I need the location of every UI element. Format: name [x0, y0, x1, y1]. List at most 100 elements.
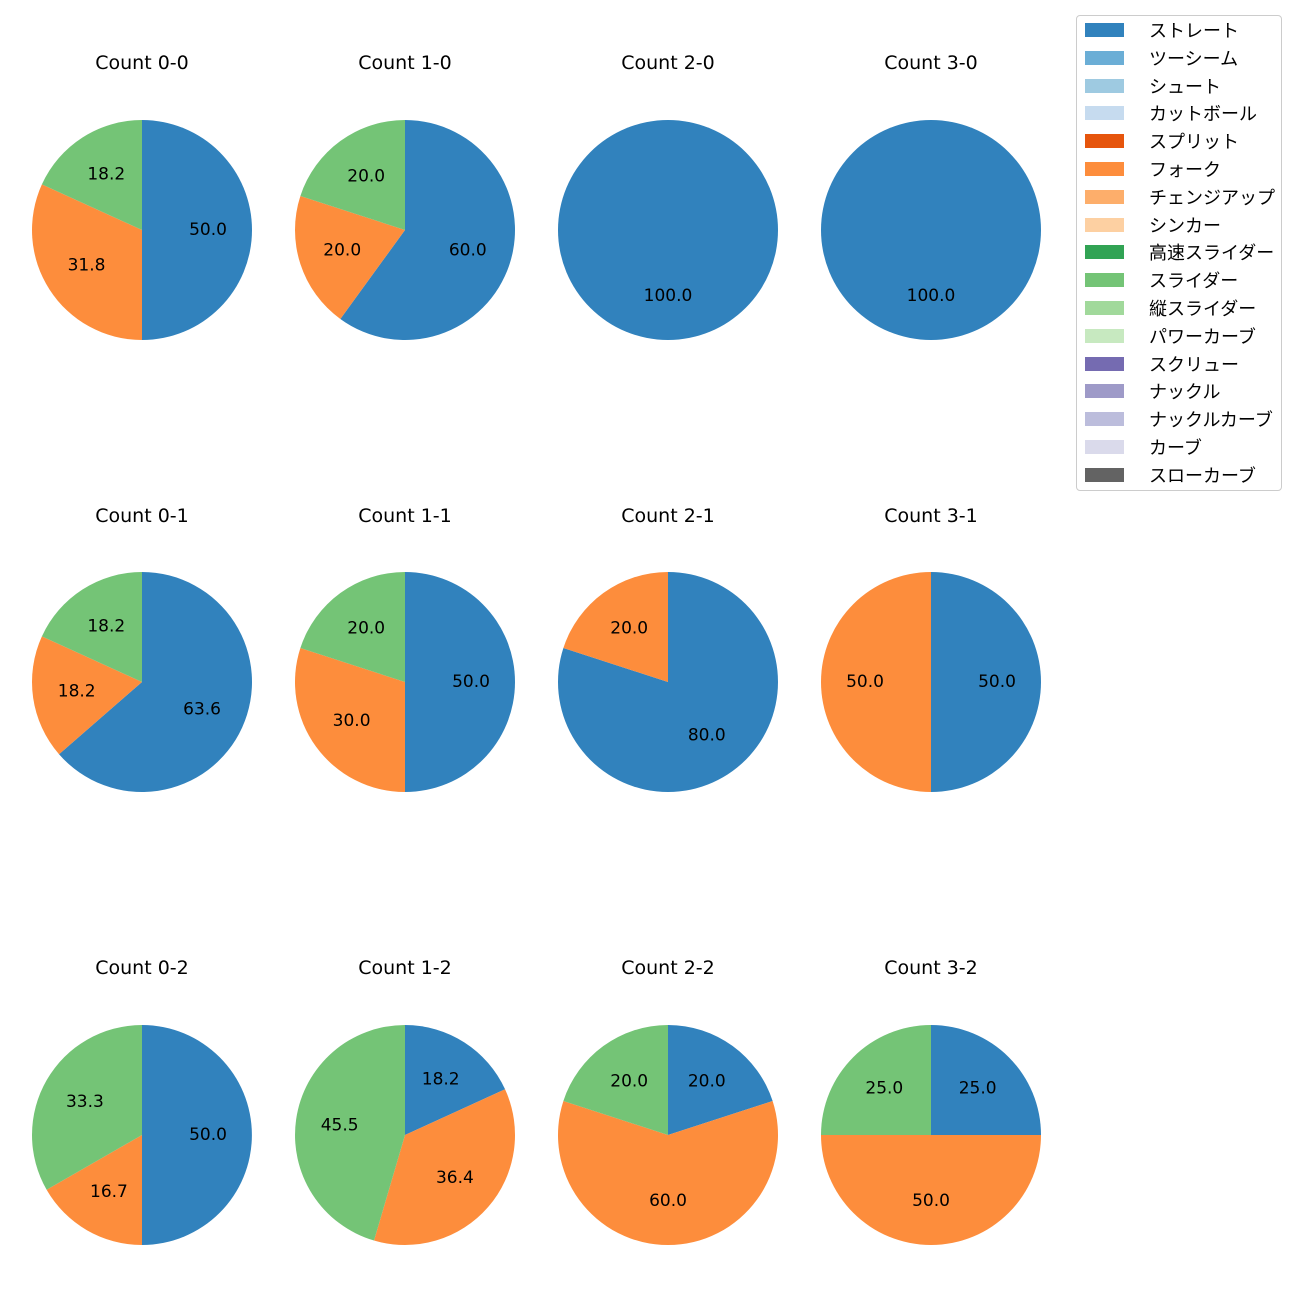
legend-label: ツーシーム [1149, 48, 1239, 70]
legend-swatch [1085, 301, 1124, 315]
legend-item: ナックル [1085, 380, 1221, 404]
panel-title: Count 0-2 [95, 957, 189, 979]
pie-panel: Count 0-1 63.6 18.2 18.2 [32, 505, 253, 793]
slice-label: 100.0 [644, 286, 693, 306]
pie-slice [931, 1025, 1041, 1135]
slice-label: 50.0 [189, 220, 227, 240]
pie-slice [294, 196, 405, 319]
slice-label: 20.0 [610, 1072, 648, 1092]
legend-swatch [1085, 245, 1124, 260]
legend-swatch [1085, 384, 1124, 399]
slice-label: 36.4 [436, 1168, 474, 1188]
slice-label: 50.0 [452, 672, 490, 692]
panel-title: Count 0-0 [95, 52, 189, 74]
slice-label: 20.0 [688, 1072, 726, 1092]
pie-slice [32, 636, 142, 755]
legend-label: シュート [1149, 76, 1221, 98]
legend-item: カーブ [1085, 436, 1202, 459]
pie-slice [41, 572, 142, 682]
panel-title: Count 1-0 [358, 52, 452, 74]
panel-title: Count 2-0 [621, 52, 715, 74]
panel-title: Count 2-2 [621, 957, 715, 979]
pie-panel: Count 3-0 100.0 [821, 52, 1041, 340]
slice-label: 20.0 [347, 619, 385, 639]
pie-slice [295, 1025, 405, 1241]
slice-label: 50.0 [978, 672, 1016, 692]
slice-label: 50.0 [912, 1191, 950, 1211]
legend-swatch [1085, 412, 1124, 427]
pie-panel: Count 3-2 25.0 50.0 25.0 [821, 957, 1041, 1245]
legend-item: ツーシーム [1085, 47, 1239, 70]
legend-item: カットボール [1085, 102, 1257, 126]
legend: ストレート ツーシーム シュート カットボール スプリット フォーク チェンジアップ シンカー… [1076, 15, 1282, 491]
legend-swatch [1085, 50, 1124, 65]
legend-swatch [1085, 440, 1124, 454]
slice-label: 31.8 [68, 256, 106, 276]
pie-slice [46, 1135, 143, 1245]
pie-slice [340, 120, 515, 340]
pie-slice [374, 1089, 516, 1245]
pie-slice [563, 1025, 668, 1135]
legend-label: スプリット [1149, 132, 1239, 154]
legend-swatch [1085, 189, 1124, 204]
pie-slice [31, 1025, 142, 1190]
pie-panel: Count 2-2 20.0 60.0 20.0 [558, 957, 778, 1245]
legend-swatch [1085, 162, 1124, 176]
legend-swatch [1085, 134, 1124, 149]
legend-label: カットボール [1149, 104, 1257, 126]
legend-swatch [1085, 106, 1124, 121]
legend-item: シンカー [1085, 214, 1221, 237]
legend-label: カーブ [1149, 438, 1202, 459]
slice-label: 100.0 [907, 286, 956, 306]
slice-label: 20.0 [610, 619, 648, 639]
legend-swatch [1085, 23, 1124, 37]
panel-title: Count 3-2 [884, 957, 978, 979]
pie-panel: Count 0-2 50.0 16.7 33.3 [31, 957, 252, 1245]
legend-swatch [1085, 328, 1124, 343]
slice-label: 18.2 [87, 617, 125, 637]
slice-label: 25.0 [865, 1078, 903, 1098]
pie-slice [142, 120, 252, 340]
slice-label: 50.0 [846, 672, 884, 692]
pie-panel: Count 1-1 50.0 30.0 20.0 [294, 505, 515, 792]
pie-slice [821, 1025, 931, 1135]
slice-label: 60.0 [449, 240, 487, 260]
legend-label: スローカーブ [1149, 465, 1256, 487]
slice-label: 80.0 [688, 725, 726, 745]
legend-label: フォーク [1149, 160, 1221, 181]
legend-item: ナックルカーブ [1085, 408, 1273, 431]
pie-panel: Count 2-0 100.0 [558, 52, 778, 340]
legend-label: ストレート [1149, 21, 1239, 42]
pie-panel: Count 2-1 80.0 20.0 [557, 505, 778, 792]
pie-panel: Count 3-1 50.0 50.0 [821, 505, 1041, 792]
pie-slice [821, 1135, 1041, 1245]
slice-label: 60.0 [649, 1191, 687, 1211]
legend-item: 縦スライダー [1085, 297, 1256, 320]
legend-swatch [1085, 217, 1124, 232]
legend-item: ストレート [1085, 19, 1239, 42]
slice-label: 18.2 [422, 1069, 460, 1089]
pie-slice [300, 572, 405, 682]
pie-slice [821, 572, 931, 792]
legend-label: スクリュー [1149, 354, 1239, 376]
legend-label: シンカー [1149, 215, 1221, 237]
pie-slice [558, 120, 778, 340]
slice-label: 30.0 [333, 711, 371, 731]
pie-slice [931, 572, 1041, 792]
legend-swatch [1085, 273, 1124, 288]
pie-slice [563, 572, 668, 682]
panel-title: Count 2-1 [621, 505, 715, 527]
pie-slice [41, 120, 142, 230]
legend-item: スローカーブ [1085, 464, 1256, 487]
panel-title: Count 3-1 [884, 505, 978, 527]
legend-item: 高速スライダー [1085, 241, 1274, 264]
slice-label: 33.3 [66, 1092, 104, 1112]
pie-slice [294, 648, 405, 792]
pie-panel: Count 1-2 18.2 36.4 45.5 [295, 957, 516, 1245]
legend-item: シュート [1085, 75, 1221, 98]
legend-label: ナックル [1149, 382, 1221, 404]
legend-label: パワーカーブ [1149, 326, 1256, 348]
legend-item: パワーカーブ [1085, 325, 1256, 348]
legend-item: フォーク [1085, 158, 1221, 181]
